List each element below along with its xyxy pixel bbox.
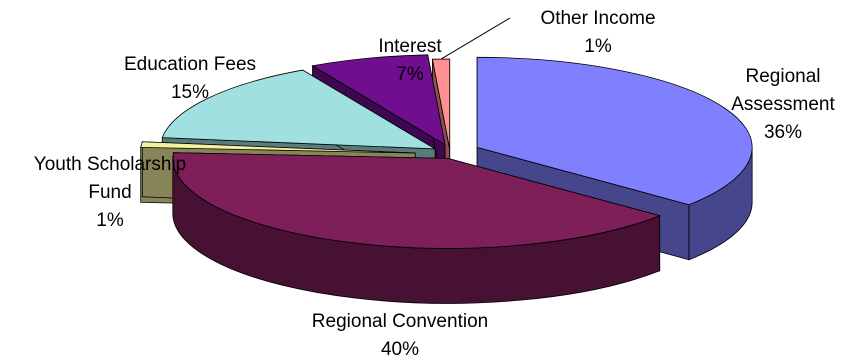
slice-top xyxy=(161,69,436,150)
slice-regional-convention xyxy=(172,152,661,304)
label-regional-convention: Regional Convention 40% xyxy=(312,311,488,360)
leader-lines xyxy=(440,17,511,60)
label-line: Regional Convention xyxy=(312,311,488,332)
label-line: Other Income xyxy=(540,8,655,29)
slice-top xyxy=(476,56,753,206)
label-line: 7% xyxy=(396,64,424,85)
label-line: Youth Scholarship xyxy=(34,154,186,175)
slice-top xyxy=(431,58,451,150)
label-education-fees: Education Fees 15% xyxy=(124,54,256,103)
label-line: 1% xyxy=(96,210,124,231)
label-line: Fund xyxy=(88,182,131,203)
label-line: Education Fees xyxy=(124,54,256,75)
slice-top xyxy=(172,152,661,249)
slice-top xyxy=(311,54,446,146)
label-line: Interest xyxy=(378,36,442,57)
label-line: 36% xyxy=(764,122,802,143)
pie-slices xyxy=(140,54,753,304)
label-other-income: Other Income 1% xyxy=(540,8,655,57)
label-line: Assessment xyxy=(731,94,835,115)
slice-labels: Regional Assessment 36% Regional Convention… xyxy=(34,8,836,360)
slice-top xyxy=(140,141,416,154)
label-youth-scholarship-fund: Youth Scholarship Fund 1% xyxy=(34,154,186,231)
label-regional-assessment: Regional Assessment 36% xyxy=(731,66,835,143)
label-interest: Interest 7% xyxy=(378,36,442,85)
label-line: 40% xyxy=(381,339,419,360)
label-line: Regional xyxy=(746,66,821,87)
label-line: 1% xyxy=(584,36,612,57)
leader-line-other-income xyxy=(440,17,511,60)
label-line: 15% xyxy=(171,82,209,103)
